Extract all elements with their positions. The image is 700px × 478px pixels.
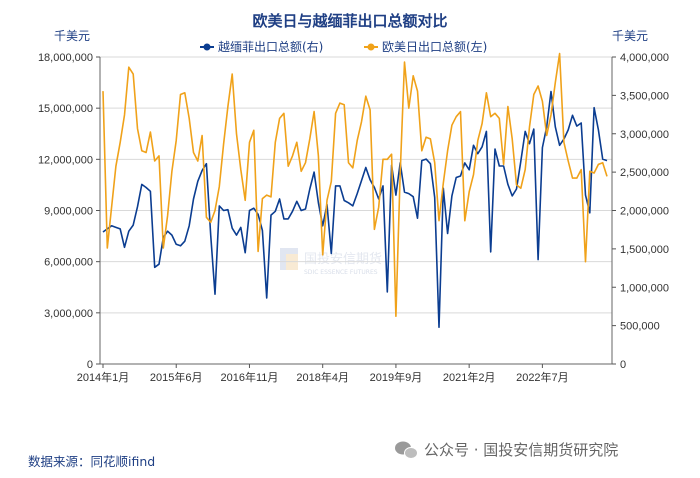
right-tick-label: 2,500,000	[620, 167, 669, 179]
right-tick-label: 500,000	[620, 321, 660, 333]
left-tick-label: 6,000,000	[44, 257, 93, 269]
watermark: 国投安信期货 SDIC ESSENCE FUTURES	[280, 248, 382, 276]
x-tick-label: 2014年1月	[77, 370, 130, 384]
right-tick-label: 1,000,000	[620, 282, 669, 294]
x-tick-label: 2019年9月	[370, 370, 423, 384]
footer-brand: 公众号 · 国投安信期货研究院	[395, 441, 618, 459]
series-lines	[102, 52, 608, 329]
wechat-icon	[395, 441, 418, 459]
right-axis-ticks: 0 500,000 1,000,000 1,500,000 2,000,000 2,500…	[612, 52, 669, 371]
left-tick-label: 0	[87, 359, 93, 371]
right-tick-label: 0	[620, 359, 626, 371]
legend-label-series-1: 越缅菲出口总额(右)	[218, 39, 323, 54]
watermark-sub: SDIC ESSENCE FUTURES	[304, 269, 378, 276]
x-tick-label: 2021年2月	[443, 370, 496, 384]
right-tick-label: 4,000,000	[620, 52, 669, 64]
series-line-1	[102, 90, 608, 329]
left-axis-ticks: 0 3,000,000 6,000,000 9,000,000 12,000,000 15…	[38, 52, 100, 371]
right-tick-label: 3,000,000	[620, 129, 669, 141]
left-tick-label: 3,000,000	[44, 308, 93, 320]
legend-label-series-2: 欧美日出口总额(左)	[382, 39, 487, 54]
watermark-name: 国投安信期货	[304, 251, 382, 267]
right-tick-label: 3,500,000	[620, 90, 669, 102]
left-tick-label: 12,000,000	[38, 154, 93, 166]
left-tick-label: 18,000,000	[38, 52, 93, 64]
right-tick-label: 1,500,000	[620, 244, 669, 256]
legend-marker-series-2	[367, 43, 375, 51]
brand-text: 公众号 · 国投安信期货研究院	[424, 441, 618, 459]
x-tick-label: 2022年7月	[516, 370, 569, 384]
x-tick-label: 2016年11月	[221, 370, 279, 384]
series-line-2	[102, 52, 608, 318]
right-axis-unit: 千美元	[612, 29, 648, 43]
legend: 越缅菲出口总额(右) 欧美日出口总额(左)	[200, 39, 487, 54]
chart-title: 欧美日与越缅菲出口总额对比	[252, 12, 447, 30]
x-axis-ticks: 2014年1月 2015年6月 2016年11月 2018年4月 2019年9月 2021…	[77, 364, 569, 384]
left-tick-label: 15,000,000	[38, 103, 93, 115]
data-source: 数据来源：同花顺ifind	[28, 454, 155, 469]
left-tick-label: 9,000,000	[44, 206, 93, 218]
x-tick-label: 2015年6月	[150, 370, 203, 384]
legend-marker-series-1	[203, 43, 211, 51]
right-tick-label: 2,000,000	[620, 206, 669, 218]
left-axis-unit: 千美元	[54, 29, 90, 43]
x-tick-label: 2018年4月	[296, 370, 349, 384]
